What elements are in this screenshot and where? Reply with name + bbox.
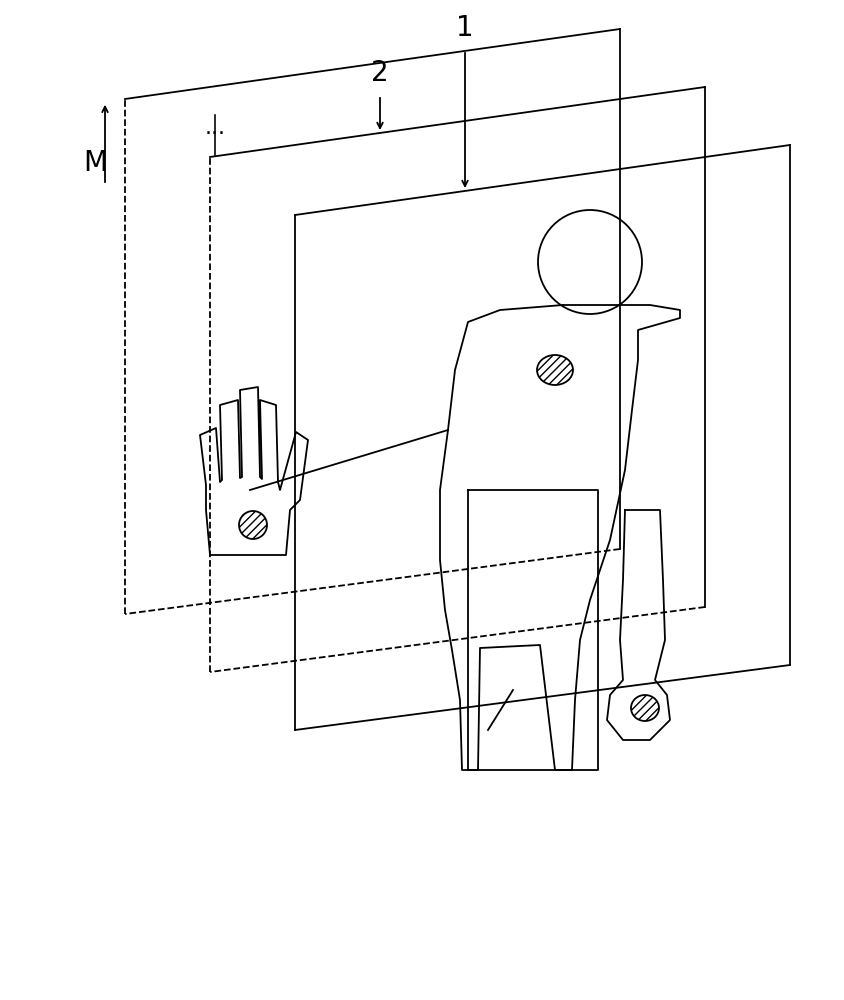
Text: ...: ... [204, 118, 225, 138]
Text: 2: 2 [371, 59, 389, 87]
Text: M: M [83, 149, 107, 177]
Text: 1: 1 [457, 14, 473, 42]
